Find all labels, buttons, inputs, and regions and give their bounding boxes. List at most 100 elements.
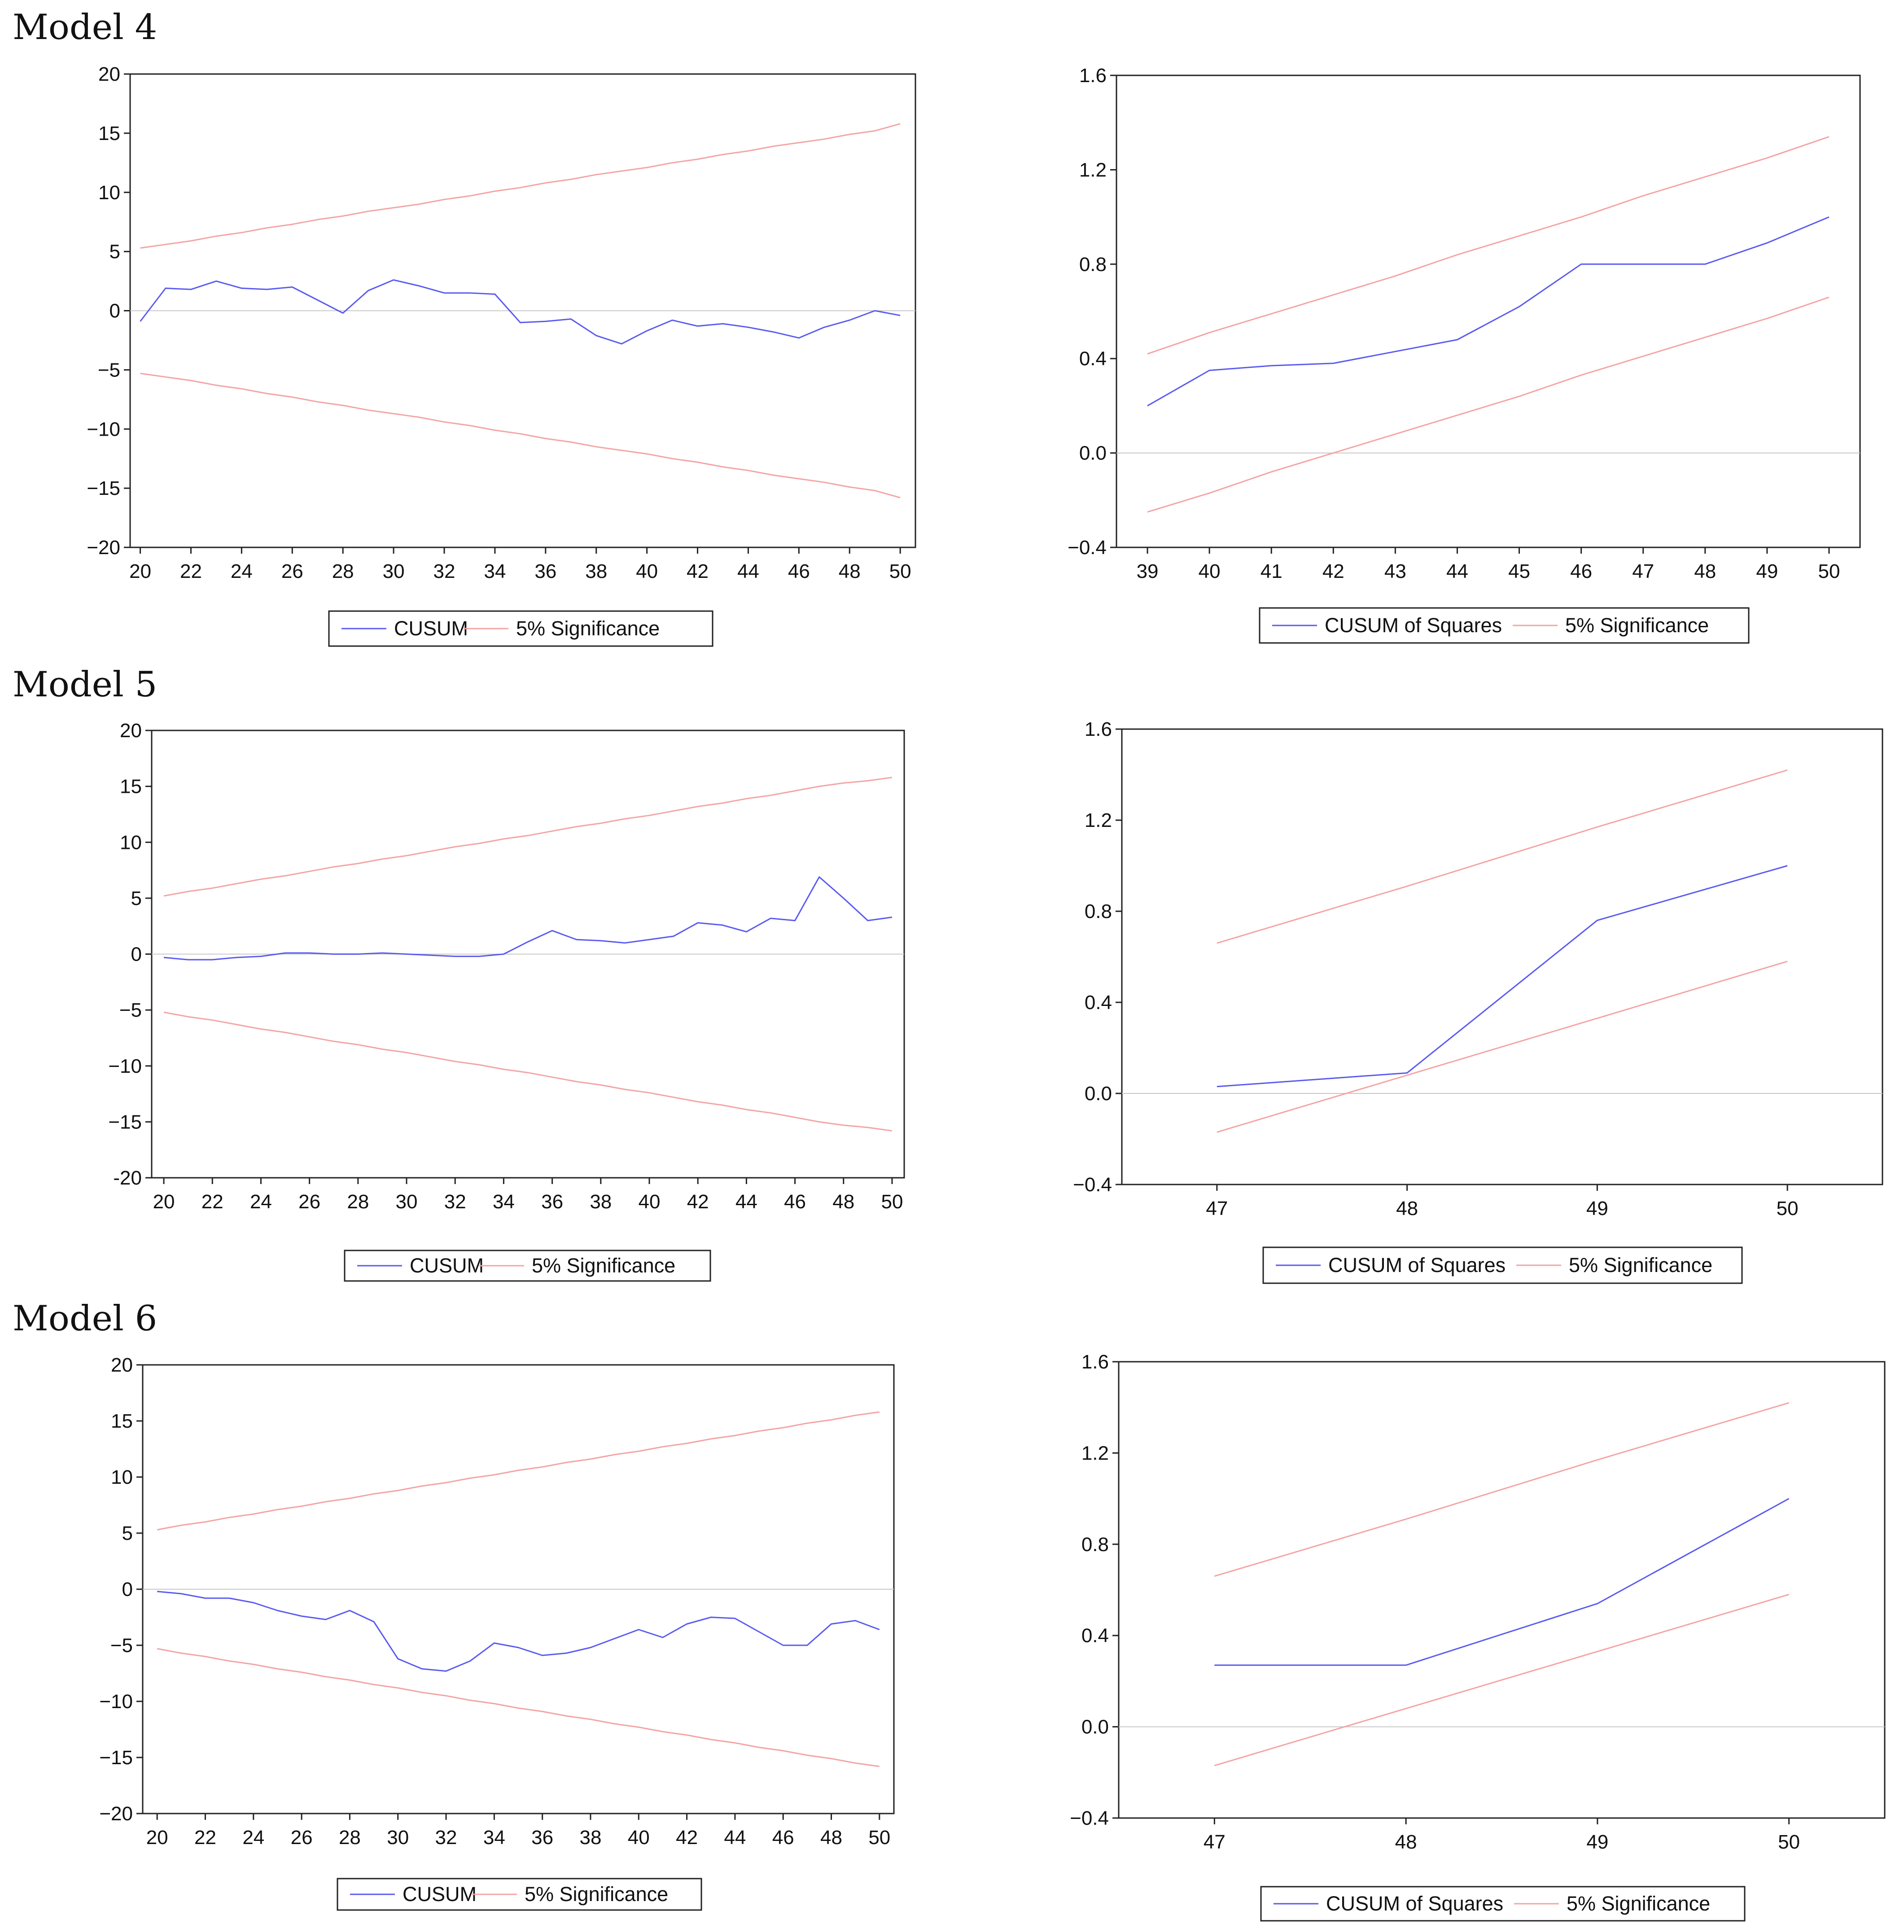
chart5-legend-label-cusum: CUSUM — [403, 1883, 477, 1906]
chart3-y-tick-label: −15 — [108, 1111, 142, 1133]
chart3-y-tick-label: 0 — [131, 944, 142, 966]
chart1-significance-upper-line — [140, 123, 901, 249]
chart1-x-tick-label: 48 — [839, 560, 861, 582]
chart2-y-tick-label: 1.6 — [1079, 65, 1107, 87]
chart3-x-tick-label: 26 — [298, 1191, 320, 1213]
chart4-y-tick-label: −0.4 — [1073, 1174, 1112, 1196]
chart1-legend — [328, 610, 713, 647]
chart1-y-tick-label: −20 — [87, 537, 120, 559]
chart3-x-tick-label: 44 — [735, 1191, 757, 1213]
chart2-x-tick-label: 46 — [1570, 560, 1592, 582]
chart1-x-tick-label: 40 — [636, 560, 658, 582]
chart2-y-tick-label: −0.4 — [1068, 537, 1107, 559]
chart6-y-tick-label: 0.0 — [1081, 1716, 1109, 1738]
chart2-legend — [1259, 607, 1750, 644]
chart1-y-tick-label: −10 — [87, 418, 120, 440]
chart6-x-tick-label: 47 — [1204, 1831, 1226, 1853]
chart5-legend-label-significance: 5% Significance — [525, 1883, 668, 1906]
chart2-y-tick-label: 0.4 — [1079, 348, 1107, 370]
chart5-x-tick-label: 42 — [676, 1827, 698, 1849]
chart1-x-tick-label: 32 — [433, 560, 455, 582]
chart1-x-tick-label: 38 — [585, 560, 607, 582]
chart5-significance-upper-line — [157, 1411, 880, 1530]
chart2-legend-label-significance: 5% Significance — [1565, 614, 1709, 637]
chart2-x-tick-label: 43 — [1384, 560, 1406, 582]
model-6-title: Model 6 — [13, 1298, 158, 1339]
chart3-x-tick-label: 34 — [493, 1191, 515, 1213]
chart1-y-tick-label: 15 — [98, 122, 120, 144]
chart2-x-tick-label: 50 — [1818, 560, 1840, 582]
chart3-significance-lower-line — [163, 1011, 893, 1132]
chart2-x-tick-label: 39 — [1137, 560, 1159, 582]
chart5-x-tick-label: 44 — [724, 1827, 746, 1849]
chart2-plot-frame — [1116, 74, 1861, 548]
chart1-y-tick-label: −15 — [87, 477, 120, 499]
chart5-x-tick-label: 26 — [291, 1827, 313, 1849]
chart5-y-tick-label: −5 — [110, 1635, 133, 1657]
chart5-x-tick-label: 50 — [868, 1827, 890, 1849]
chart1-x-tick-label: 28 — [332, 560, 354, 582]
chart1-x-tick-label: 42 — [687, 560, 709, 582]
chart3-x-tick-label: 28 — [347, 1191, 369, 1213]
chart1-x-tick-label: 20 — [129, 560, 151, 582]
chart1-legend-label-cusum: CUSUM — [394, 617, 468, 640]
chart4-significance-upper-line — [1217, 769, 1788, 944]
chart1-x-tick-label: 44 — [737, 560, 759, 582]
chart1-x-tick-label: 26 — [281, 560, 303, 582]
chart4-x-tick-label: 47 — [1206, 1198, 1228, 1220]
chart2-y-tick-label: 0.8 — [1079, 254, 1107, 275]
chart3-legend-label-cusum: CUSUM — [410, 1254, 484, 1277]
chart5-x-tick-label: 38 — [579, 1827, 601, 1849]
chart3-x-tick-label: 24 — [250, 1191, 272, 1213]
chart2-x-tick-label: 49 — [1756, 560, 1778, 582]
chart6-legend-label-significance: 5% Significance — [1567, 1892, 1710, 1915]
chart5-y-tick-label: −10 — [99, 1691, 133, 1713]
chart1-y-tick-label: 10 — [98, 182, 120, 204]
chart5-x-tick-label: 30 — [387, 1827, 409, 1849]
chart1-y-tick-label: 20 — [98, 63, 120, 85]
chart5-x-tick-label: 20 — [146, 1827, 168, 1849]
chart5-x-tick-label: 34 — [483, 1827, 505, 1849]
chart5-y-tick-label: 10 — [111, 1466, 133, 1488]
chart3-legend-label-significance: 5% Significance — [532, 1254, 675, 1277]
chart5-x-tick-label: 32 — [435, 1827, 457, 1849]
chart1-x-tick-label: 34 — [484, 560, 506, 582]
chart5-y-tick-label: 0 — [122, 1578, 133, 1600]
chart3-y-tick-label: 5 — [131, 887, 142, 909]
chart4-y-tick-label: 1.2 — [1085, 809, 1112, 831]
chart2-x-tick-label: 42 — [1322, 560, 1344, 582]
chart6-y-tick-label: 1.6 — [1081, 1351, 1109, 1373]
chart5-y-tick-label: −15 — [99, 1747, 133, 1769]
chart3-x-tick-label: 48 — [832, 1191, 854, 1213]
chart1-series-cusum-line — [140, 279, 901, 345]
chart2-significance-upper-line — [1147, 136, 1830, 355]
chart5-x-tick-label: 28 — [339, 1827, 361, 1849]
chart4-x-tick-label: 50 — [1777, 1198, 1799, 1220]
chart3-x-tick-label: 40 — [639, 1191, 661, 1213]
chart1-x-tick-label: 50 — [889, 560, 911, 582]
chart6-y-tick-label: 0.4 — [1081, 1625, 1109, 1647]
chart3-y-tick-label: −10 — [108, 1055, 142, 1077]
chart5-x-tick-label: 22 — [194, 1827, 216, 1849]
chart6-legend-label-cusum: CUSUM of Squares — [1326, 1892, 1503, 1915]
chart3-x-tick-label: 22 — [201, 1191, 223, 1213]
chart5-significance-lower-line — [157, 1648, 880, 1767]
chart6-plot-frame — [1118, 1361, 1886, 1819]
chart6-x-tick-label: 50 — [1778, 1831, 1800, 1853]
chart5-y-tick-label: −20 — [99, 1803, 133, 1825]
chart3-x-tick-label: 46 — [784, 1191, 806, 1213]
chart3-y-tick-label: 20 — [120, 720, 142, 742]
chart4-y-tick-label: 0.8 — [1085, 900, 1112, 922]
chart4-y-tick-label: 0.0 — [1085, 1083, 1112, 1105]
chart2-series-cusum-of-squares-line — [1147, 216, 1830, 407]
chart3-x-tick-label: 30 — [396, 1191, 418, 1213]
chart1-x-tick-label: 22 — [180, 560, 202, 582]
chart6-y-tick-label: −0.4 — [1070, 1807, 1109, 1829]
chart1-x-tick-label: 24 — [231, 560, 253, 582]
chart5-x-tick-label: 48 — [820, 1827, 842, 1849]
model-4-title: Model 4 — [13, 7, 158, 48]
chart6-y-tick-label: 0.8 — [1081, 1534, 1109, 1556]
chart6-x-tick-label: 48 — [1395, 1831, 1417, 1853]
chart2-x-tick-label: 48 — [1694, 560, 1716, 582]
